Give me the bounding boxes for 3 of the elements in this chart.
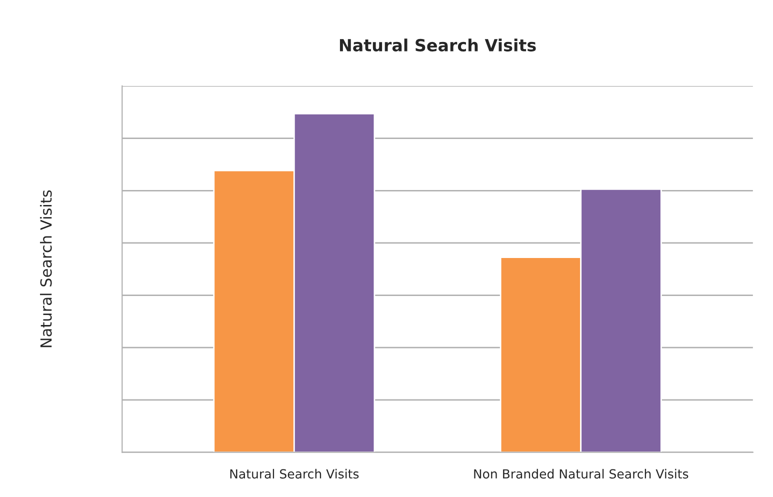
y-axis-title: Natural Search Visits: [40, 190, 52, 348]
x-tick-label: Non Branded Natural Search Visits: [474, 468, 688, 479]
chart-title: Natural Search Visits: [340, 38, 536, 52]
